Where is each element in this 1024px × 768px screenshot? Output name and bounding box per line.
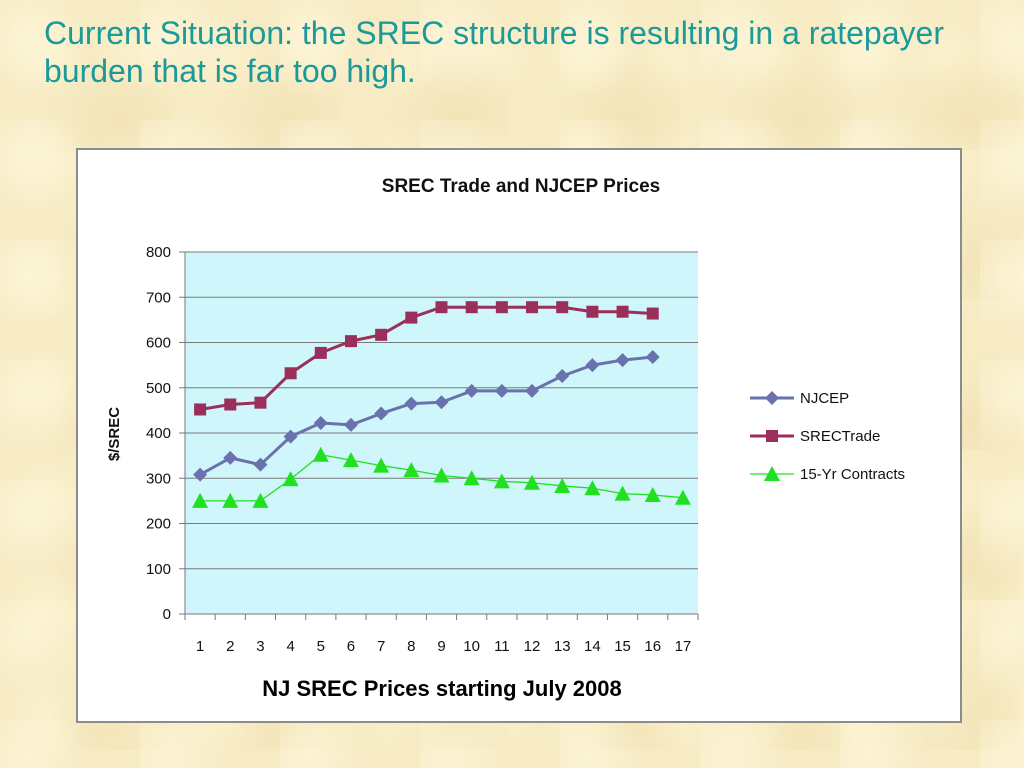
data-point-3 bbox=[373, 457, 390, 473]
data-point-3 bbox=[674, 489, 691, 505]
slide-title: Current Situation: the SREC structure is… bbox=[44, 15, 944, 89]
data-point-2 bbox=[586, 305, 599, 318]
data-point-3 bbox=[463, 470, 480, 486]
data-point-2 bbox=[194, 403, 207, 416]
data-point-1 bbox=[464, 383, 479, 398]
y-axis-title: $/SREC bbox=[106, 407, 123, 461]
x-tick-label: 4 bbox=[286, 638, 294, 655]
data-point-3 bbox=[252, 492, 269, 508]
x-tick-label: 8 bbox=[407, 638, 415, 655]
x-tick-label: 16 bbox=[644, 638, 661, 655]
data-point-1 bbox=[434, 395, 449, 410]
data-point-1 bbox=[374, 406, 389, 421]
x-tick-label: 7 bbox=[377, 638, 385, 655]
data-point-3 bbox=[493, 473, 510, 489]
data-point-3 bbox=[433, 467, 450, 483]
data-point-2 bbox=[254, 396, 267, 409]
legend-marker bbox=[765, 391, 779, 405]
legend-marker bbox=[764, 466, 780, 481]
x-tick-label: 9 bbox=[437, 638, 445, 655]
data-point-1 bbox=[494, 383, 509, 398]
data-point-1 bbox=[223, 450, 238, 465]
y-tick-label: 0 bbox=[163, 606, 171, 623]
data-point-1 bbox=[193, 467, 208, 482]
data-point-1 bbox=[525, 383, 540, 398]
x-tick-label: 5 bbox=[317, 638, 325, 655]
chart-frame: SREC Trade and NJCEP Prices 0 100 200 300 40… bbox=[76, 148, 962, 723]
data-point-1 bbox=[343, 417, 358, 432]
data-point-3 bbox=[614, 485, 631, 501]
chart-title: SREC Trade and NJCEP Prices bbox=[382, 176, 660, 197]
x-tick-label: 3 bbox=[256, 638, 264, 655]
x-tick-label: 17 bbox=[675, 638, 692, 655]
series-line-2 bbox=[199, 305, 653, 411]
y-tick-label: 100 bbox=[146, 561, 171, 578]
x-tick-label: 10 bbox=[463, 638, 480, 655]
data-point-3 bbox=[312, 446, 329, 462]
y-tick-label: 600 bbox=[146, 335, 171, 352]
data-point-2 bbox=[224, 398, 237, 411]
data-point-1 bbox=[555, 368, 570, 383]
legend-label: SRECTrade bbox=[800, 428, 880, 445]
data-point-2 bbox=[314, 346, 327, 359]
x-tick-label: 1 bbox=[196, 638, 204, 655]
x-tick-label: 6 bbox=[347, 638, 355, 655]
legend: NJCEP SRECTrade 15-Yr Contracts bbox=[750, 390, 905, 483]
y-tick-label: 500 bbox=[146, 380, 171, 397]
y-tick-label: 200 bbox=[146, 516, 171, 533]
data-point-1 bbox=[404, 396, 419, 411]
legend-label: 15-Yr Contracts bbox=[800, 466, 905, 483]
legend-marker bbox=[766, 430, 778, 442]
data-point-3 bbox=[192, 492, 209, 508]
data-point-1 bbox=[283, 429, 298, 444]
chart: SREC Trade and NJCEP Prices 0 100 200 300 40… bbox=[106, 176, 905, 701]
y-tick-label: 700 bbox=[146, 289, 171, 306]
y-tick-label: 400 bbox=[146, 425, 171, 442]
data-point-2 bbox=[435, 301, 448, 314]
x-tick-label: 13 bbox=[554, 638, 571, 655]
x-axis-title: NJ SREC Prices starting July 2008 bbox=[262, 676, 622, 701]
data-point-2 bbox=[465, 301, 478, 314]
data-point-2 bbox=[405, 311, 418, 324]
data-point-2 bbox=[526, 301, 539, 314]
data-point-1 bbox=[313, 416, 328, 431]
y-tick-label: 800 bbox=[146, 244, 171, 261]
data-point-3 bbox=[554, 477, 571, 493]
x-tick-label: 15 bbox=[614, 638, 631, 655]
series-line-1 bbox=[199, 355, 653, 476]
data-point-3 bbox=[342, 452, 359, 468]
data-point-2 bbox=[375, 328, 388, 341]
data-point-2 bbox=[284, 367, 297, 380]
data-point-3 bbox=[644, 486, 661, 502]
data-point-3 bbox=[403, 462, 420, 478]
x-tick-label: 12 bbox=[524, 638, 541, 655]
data-point-2 bbox=[495, 301, 508, 314]
data-point-3 bbox=[584, 480, 601, 496]
data-point-3 bbox=[282, 471, 299, 487]
x-tick-label: 11 bbox=[494, 638, 510, 655]
data-point-1 bbox=[585, 358, 600, 373]
data-point-2 bbox=[646, 307, 659, 320]
data-point-2 bbox=[616, 305, 629, 318]
x-tick-label: 2 bbox=[226, 638, 234, 655]
x-tick-label: 14 bbox=[584, 638, 601, 655]
data-point-1 bbox=[645, 349, 660, 364]
data-point-2 bbox=[556, 301, 569, 314]
data-point-3 bbox=[222, 492, 239, 508]
y-tick-label: 300 bbox=[146, 470, 171, 487]
data-point-3 bbox=[524, 474, 541, 490]
data-point-1 bbox=[615, 353, 630, 368]
data-point-2 bbox=[344, 335, 357, 348]
legend-label: NJCEP bbox=[800, 390, 849, 407]
